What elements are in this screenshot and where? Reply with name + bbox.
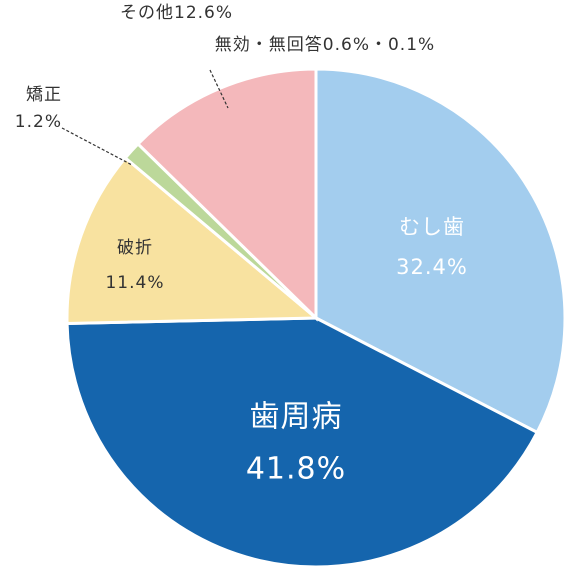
value-label: 32.4%: [396, 255, 468, 279]
pie-slice: [65, 155, 321, 326]
category-label: むし歯: [399, 215, 465, 239]
pie-slice: [314, 67, 564, 435]
leader-line: [209, 69, 229, 109]
pie-slice: [65, 316, 540, 569]
value-label: 11.4%: [105, 273, 164, 293]
pie-slice: [135, 67, 318, 322]
pie: [65, 67, 564, 569]
category-label: 矯正: [26, 85, 62, 105]
category-label: 破折: [117, 238, 153, 258]
category-label: 歯周病: [250, 400, 343, 435]
annotation: 無効・無回答0.6%・0.1%: [215, 35, 435, 55]
value-label: 41.8%: [246, 452, 346, 487]
value-label: 12.6%: [174, 3, 233, 23]
category-label: その他: [120, 3, 174, 23]
value-label: 1.2%: [15, 112, 62, 132]
slice-label: その他12.6%: [120, 3, 233, 23]
leader-line: [61, 127, 133, 166]
